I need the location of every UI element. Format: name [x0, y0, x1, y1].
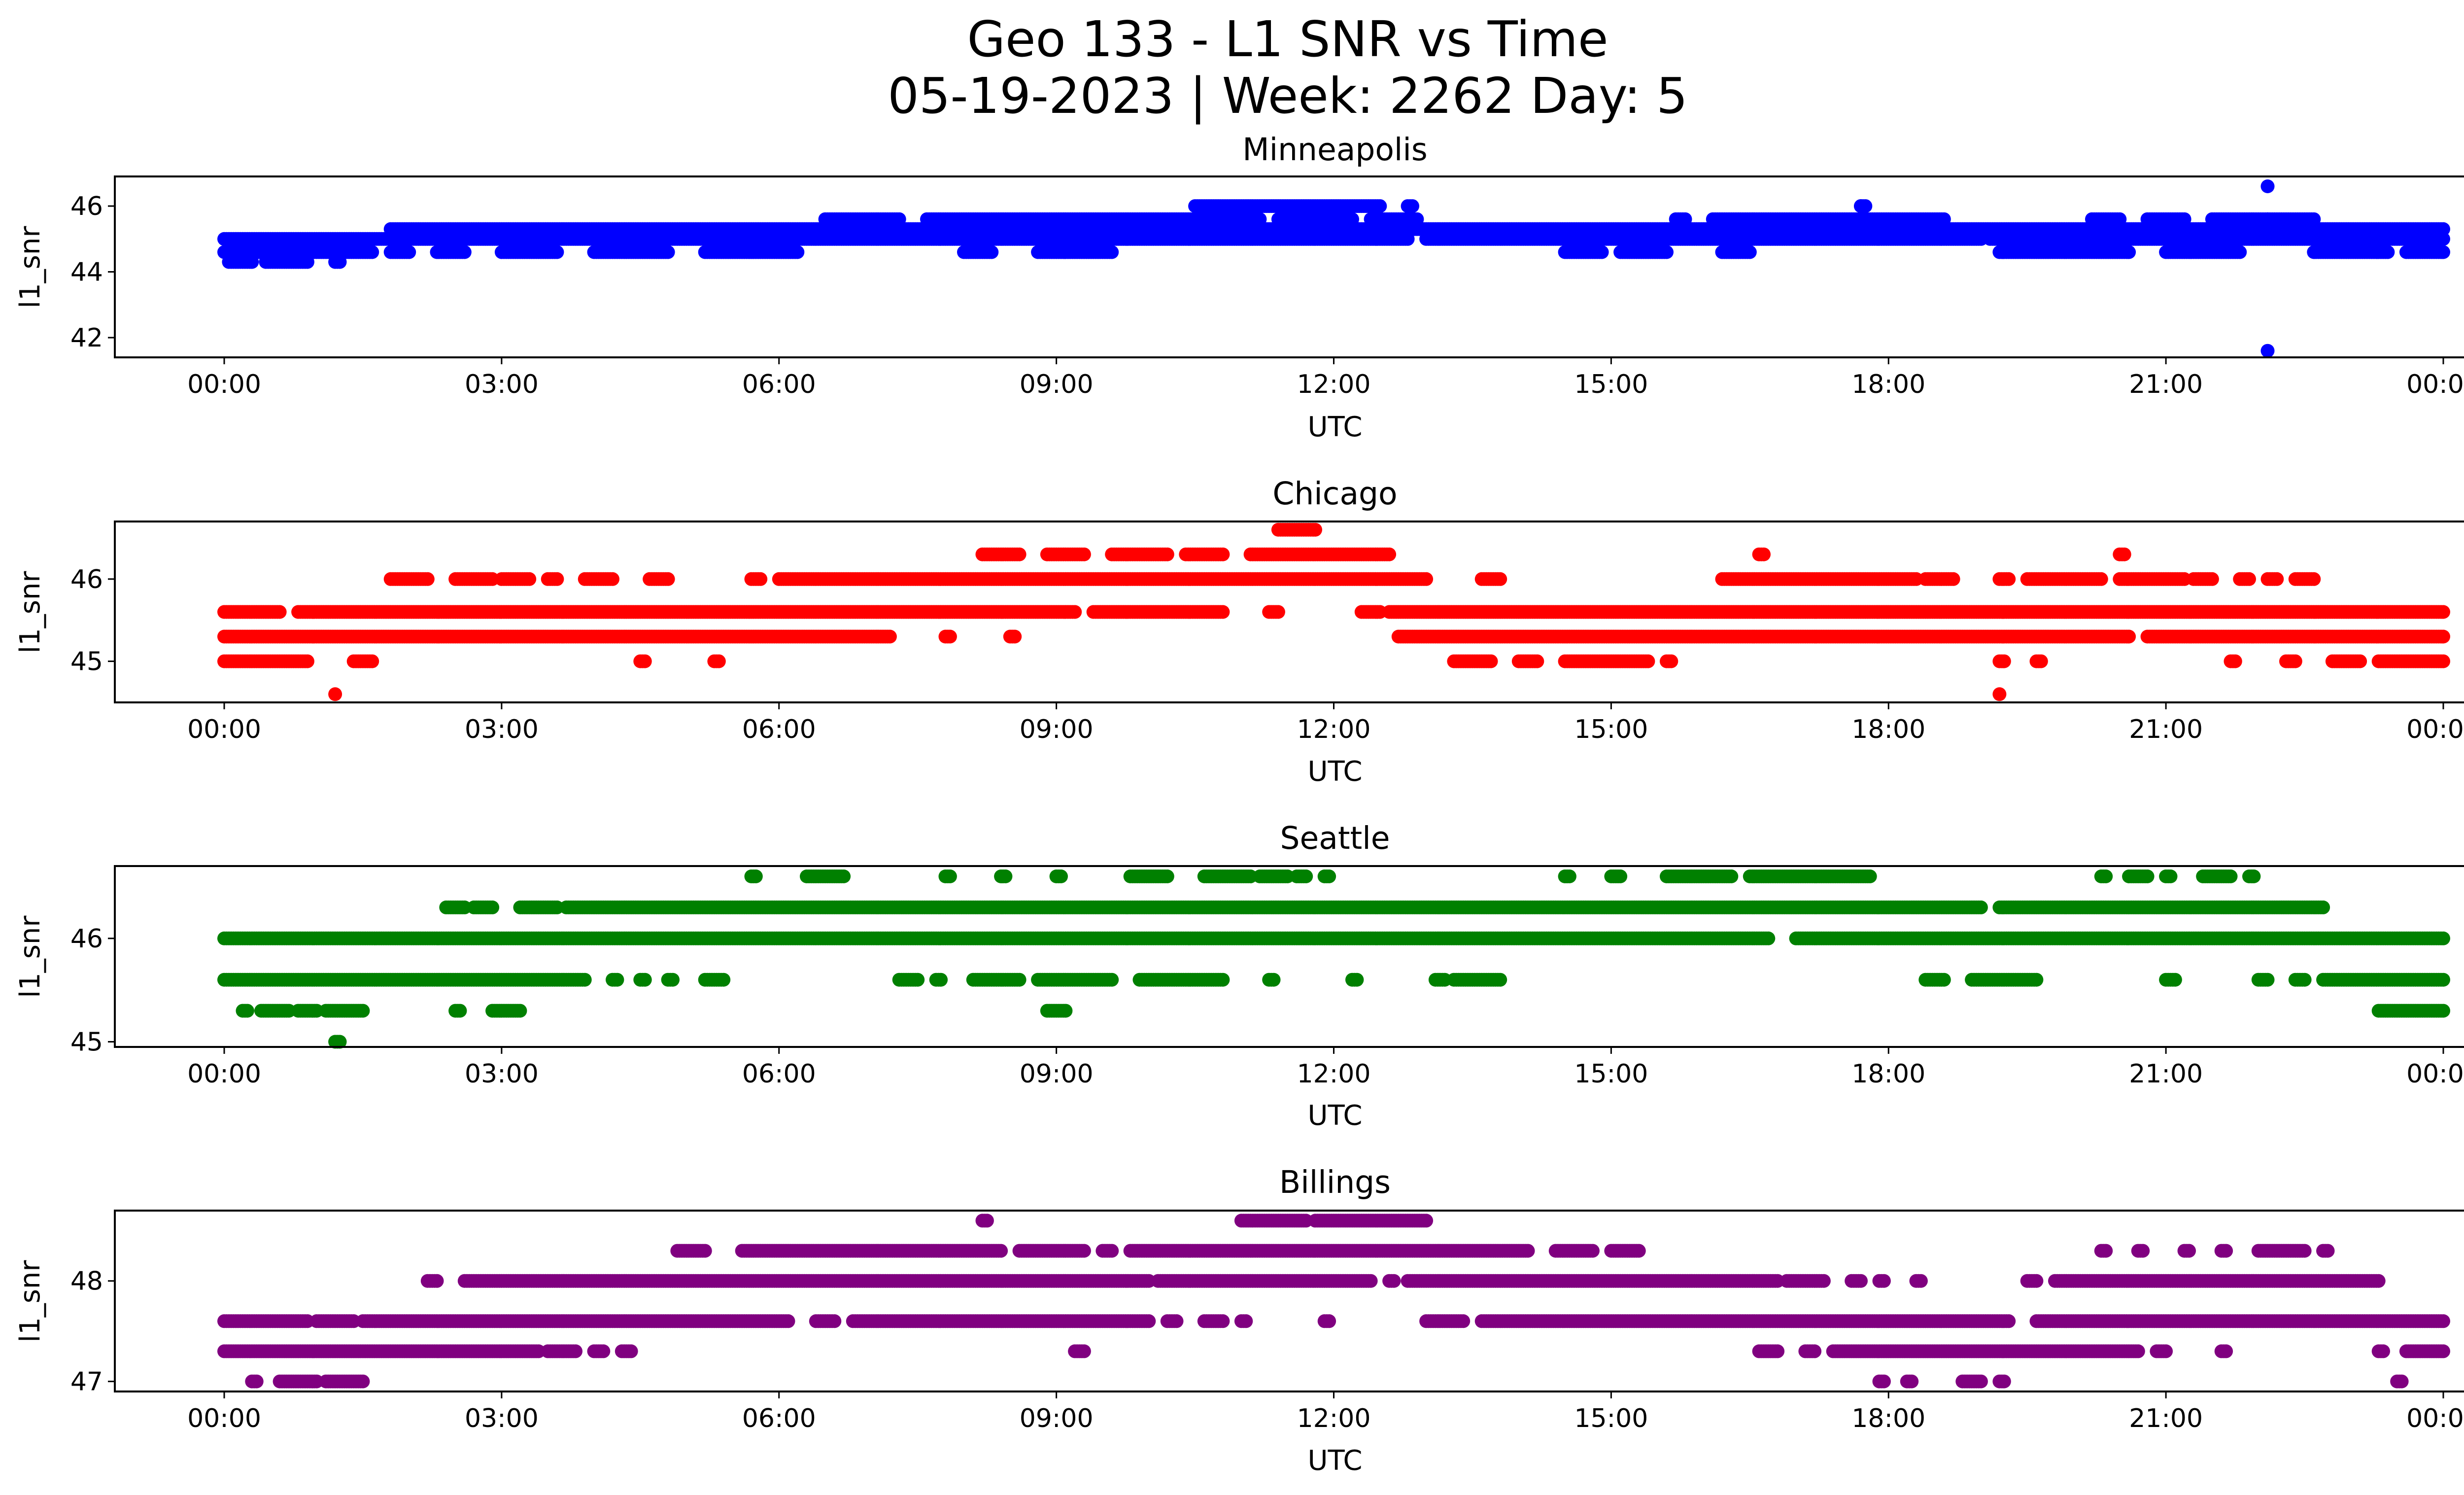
data-point — [2307, 212, 2321, 226]
data-point — [2436, 654, 2450, 668]
data-point — [522, 572, 537, 586]
data-point — [1854, 199, 1868, 213]
data-point — [985, 245, 999, 259]
data-point — [2034, 654, 2048, 668]
data-point — [2436, 245, 2450, 259]
x-tick-label: 15:00 — [1574, 370, 1648, 399]
data-point — [1271, 605, 1285, 619]
data-point — [712, 654, 726, 668]
data-point — [420, 572, 435, 586]
data-point — [2122, 245, 2136, 259]
data-point — [402, 245, 416, 259]
data-point — [300, 654, 314, 668]
y-tick-label: 42 — [70, 323, 103, 353]
data-point — [638, 654, 652, 668]
data-point — [2260, 212, 2275, 226]
data-point — [1678, 212, 1692, 226]
data-point — [365, 654, 379, 668]
data-point — [1216, 605, 1230, 619]
data-point — [1664, 654, 1678, 668]
data-point — [1068, 605, 1082, 619]
data-point — [1660, 245, 1674, 259]
y-axis-ticks: 42 44 46 — [70, 192, 115, 353]
data-point — [2233, 245, 2247, 259]
data-point — [661, 245, 675, 259]
data-point — [2353, 654, 2367, 668]
scatter-points — [217, 522, 2450, 701]
panel-minneapolis: Minneapolis 00:00 03:00 06:00 09:00 12:00 15:… — [14, 132, 2464, 443]
y-axis-label: l1_snr — [14, 226, 46, 309]
x-tick-label: 18:00 — [1851, 370, 1925, 399]
x-tick-label: 12:00 — [1297, 370, 1371, 399]
data-point — [1410, 212, 1424, 226]
data-point — [606, 572, 619, 586]
x-tick-label: 00:00 — [187, 370, 261, 399]
data-point — [2381, 245, 2395, 259]
y-tick-label: 44 — [70, 258, 103, 287]
data-point — [273, 605, 287, 619]
x-tick-label: 03:00 — [465, 370, 539, 399]
x-tick-label: 21:00 — [2129, 370, 2203, 399]
x-axis-ticks: 00:00 03:00 06:00 09:00 12:00 15:00 18:00 21:00… — [187, 357, 2464, 399]
data-point — [1743, 245, 1757, 259]
data-point — [1008, 629, 1022, 644]
data-point — [753, 572, 768, 586]
data-point — [943, 629, 957, 644]
data-point — [1484, 654, 1498, 668]
panel-chicago: Chicago 00:00 03:00 06:00 09:00 12:00 15:00 18… — [14, 476, 2464, 788]
panel-title: Chicago — [1272, 476, 1397, 512]
data-point — [1345, 212, 1359, 226]
data-point — [2122, 629, 2136, 644]
data-point — [2177, 212, 2191, 226]
data-point — [1253, 212, 1267, 226]
data-point — [1595, 245, 1609, 259]
x-tick-label: 09:00 — [1020, 370, 1094, 399]
figure-title-line-2: 05-19-2023 | Week: 2262 Day: 5 — [888, 67, 1688, 125]
data-point — [1997, 654, 2011, 668]
data-point — [2113, 212, 2127, 226]
data-point — [2260, 179, 2275, 193]
data-point — [550, 572, 564, 586]
data-point — [1937, 212, 1951, 226]
data-point — [892, 212, 906, 226]
x-tick-label: 06:00 — [742, 370, 816, 399]
x-tick-label: 00:00 — [2406, 370, 2464, 399]
panel-title: Minneapolis — [1242, 132, 1427, 168]
data-point — [2260, 344, 2275, 358]
data-point — [1641, 654, 1655, 668]
data-point — [2436, 222, 2450, 236]
figure-title-line-1: Geo 133 - L1 SNR vs Time — [967, 10, 1608, 68]
data-point — [550, 245, 564, 259]
data-point — [2436, 605, 2450, 619]
data-point — [1405, 199, 1419, 213]
data-point — [365, 245, 379, 259]
data-point — [1530, 654, 1544, 668]
y-tick-label: 46 — [70, 192, 103, 221]
x-axis-label: UTC — [1307, 411, 1362, 443]
data-point — [790, 245, 805, 259]
data-point — [883, 629, 897, 644]
data-point — [2228, 654, 2242, 668]
data-point — [1373, 199, 1387, 213]
data-point — [457, 245, 472, 259]
data-point — [2436, 629, 2450, 644]
data-point — [661, 572, 675, 586]
scatter-points — [217, 179, 2450, 358]
data-point — [1105, 245, 1119, 259]
data-point — [2288, 654, 2302, 668]
